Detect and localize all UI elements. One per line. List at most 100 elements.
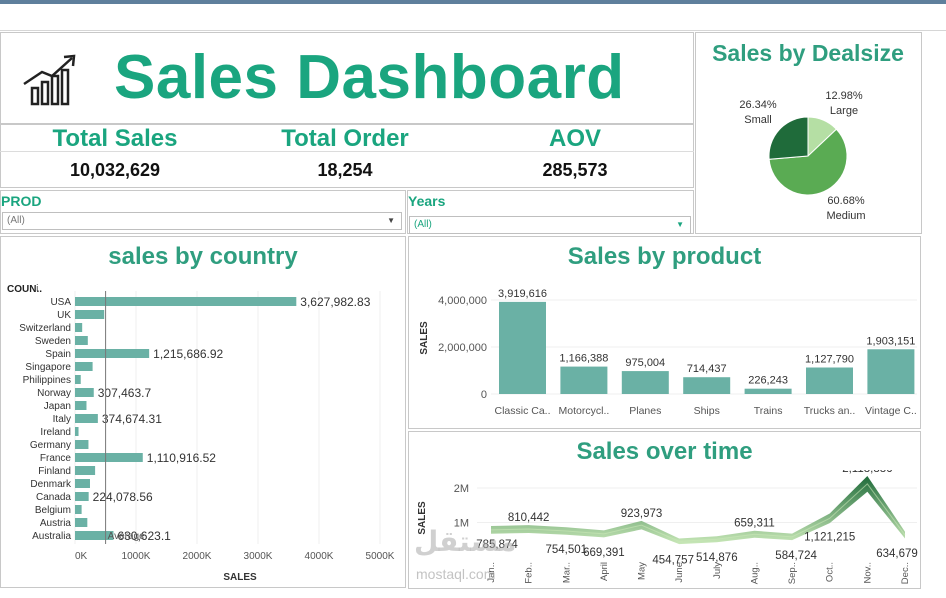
product-bar xyxy=(683,377,731,394)
product-x-label: Motorcycl.. xyxy=(559,405,610,417)
time-y-tick: 2M xyxy=(454,483,469,495)
pie-slice-label: Medium xyxy=(826,210,865,222)
country-bar xyxy=(75,440,89,449)
country-bar-chart: COUN..ⅰ 0K 1000K 2000K 3000K 4000K 5000K USA 3,6… xyxy=(7,283,395,583)
pie-percent-label: 26.34% xyxy=(739,99,777,111)
filter-prod-select[interactable]: (All) ▼ xyxy=(2,212,402,230)
time-value-label: 514,876 xyxy=(696,552,738,564)
product-x-label: Classic Ca.. xyxy=(494,405,550,417)
kpi-total-sales-value: 10,032,629 xyxy=(69,160,161,180)
product-bar xyxy=(621,371,669,394)
time-x-label: Aug.. xyxy=(749,562,760,584)
country-x-tick: 1000K xyxy=(122,551,151,562)
country-bar xyxy=(75,388,94,397)
country-label: Finland xyxy=(38,466,71,477)
country-bar xyxy=(75,453,143,462)
product-y-tick: 4,000,000 xyxy=(438,295,487,307)
time-value-label: 1,121,215 xyxy=(804,531,855,543)
time-value-label: 810,442 xyxy=(508,512,550,524)
time-value-label: 785,874 xyxy=(476,539,518,551)
filter-years-select[interactable]: (All) ▼ xyxy=(409,216,691,234)
kpi-divider xyxy=(0,151,694,152)
country-label: Ireland xyxy=(40,427,71,438)
country-bar xyxy=(75,375,81,384)
product-panel xyxy=(408,236,921,429)
country-bar xyxy=(75,518,88,527)
country-value-label: 1,110,916.52 xyxy=(147,451,217,465)
time-x-label: May xyxy=(637,562,648,580)
country-chart-title: sales by country xyxy=(108,243,298,270)
filter-prod-value: (All) xyxy=(7,215,25,226)
country-panel xyxy=(0,236,406,588)
time-y-tick: 1M xyxy=(454,518,469,530)
time-x-label: Sep.. xyxy=(787,562,798,584)
country-value-label: 3,627,982.83 xyxy=(300,295,370,309)
dealsize-pie-chart: 12.98% Large 60.68% Medium 26.34% Small xyxy=(739,90,865,222)
product-bar xyxy=(560,366,608,394)
country-x-tick: 0K xyxy=(75,551,88,562)
product-y-tick: 0 xyxy=(481,389,487,401)
filter-years-label: Years xyxy=(408,193,446,209)
time-x-label: Nov.. xyxy=(862,562,873,583)
product-y-tick: 2,000,000 xyxy=(438,342,487,354)
country-value-label: 630,623.1 xyxy=(117,529,171,543)
country-bar xyxy=(75,297,297,306)
time-x-label: Mar.. xyxy=(561,562,572,583)
time-series-band xyxy=(491,476,905,545)
time-x-label: Jan.. xyxy=(486,562,497,583)
country-bar xyxy=(75,531,114,540)
window-divider xyxy=(0,30,946,31)
kpi-aov-label: AOV xyxy=(548,125,601,152)
average-reference-label: Average xyxy=(108,531,146,542)
pie-percent-label: 60.68% xyxy=(827,195,865,207)
country-bar xyxy=(75,466,96,475)
product-y-axis-label: SALES xyxy=(419,321,430,355)
country-value-label: 1,215,686.92 xyxy=(153,347,223,361)
country-x-tick: 4000K xyxy=(305,551,334,562)
country-label: Spain xyxy=(45,349,71,360)
time-x-label: June xyxy=(674,562,685,583)
pie-percent-label: 12.98% xyxy=(825,90,863,102)
product-bar xyxy=(744,388,792,394)
country-label: Denmark xyxy=(30,479,72,490)
filter-prod-label: PROD xyxy=(1,193,42,209)
kpi-total-sales-label: Total Sales xyxy=(52,125,178,152)
sort-icon: ⅰ xyxy=(36,283,39,293)
time-value-label: 2,118,886 xyxy=(842,470,892,475)
dashboard-title: Sales Dashboard xyxy=(114,43,625,112)
country-bar xyxy=(75,479,90,488)
country-bar xyxy=(75,427,79,436)
country-bar xyxy=(75,362,93,371)
country-label: UK xyxy=(57,310,71,321)
product-bar-chart: 0 2,000,000 4,000,000 SALES 3,919,616 Classic… xyxy=(419,288,917,417)
product-value-label: 1,127,790 xyxy=(805,353,854,365)
country-label: Philippines xyxy=(23,375,71,386)
pie-slice-label: Small xyxy=(744,114,772,126)
time-value-label: 923,973 xyxy=(621,508,663,520)
country-bar xyxy=(75,310,105,319)
country-label: France xyxy=(40,453,72,464)
window-top-bar xyxy=(0,0,946,4)
country-bar xyxy=(75,505,82,514)
product-value-label: 226,243 xyxy=(748,375,788,387)
kpi-panel xyxy=(0,124,694,188)
dropdown-arrow-icon: ▼ xyxy=(387,216,395,225)
country-label: Australia xyxy=(32,531,71,542)
time-value-label: 454,757 xyxy=(652,554,694,566)
product-x-label: Trucks an.. xyxy=(804,405,856,417)
country-label: Italy xyxy=(53,414,71,425)
country-bar xyxy=(75,414,98,423)
country-label: Austria xyxy=(40,518,72,529)
time-value-label: 754,501 xyxy=(545,544,587,556)
time-y-axis-label: SALES xyxy=(417,501,428,535)
country-x-tick: 5000K xyxy=(366,551,395,562)
country-label: Germany xyxy=(30,440,71,451)
country-label: Sweden xyxy=(35,336,71,347)
product-value-label: 714,437 xyxy=(687,363,727,375)
time-x-label: July xyxy=(712,562,723,579)
watermark-arabic: مستقل xyxy=(414,526,517,557)
pie-slice-label: Large xyxy=(830,105,858,117)
product-value-label: 1,903,151 xyxy=(866,335,915,347)
country-value-label: 307,463.7 xyxy=(98,386,152,400)
pie-slice-medium xyxy=(768,128,848,196)
